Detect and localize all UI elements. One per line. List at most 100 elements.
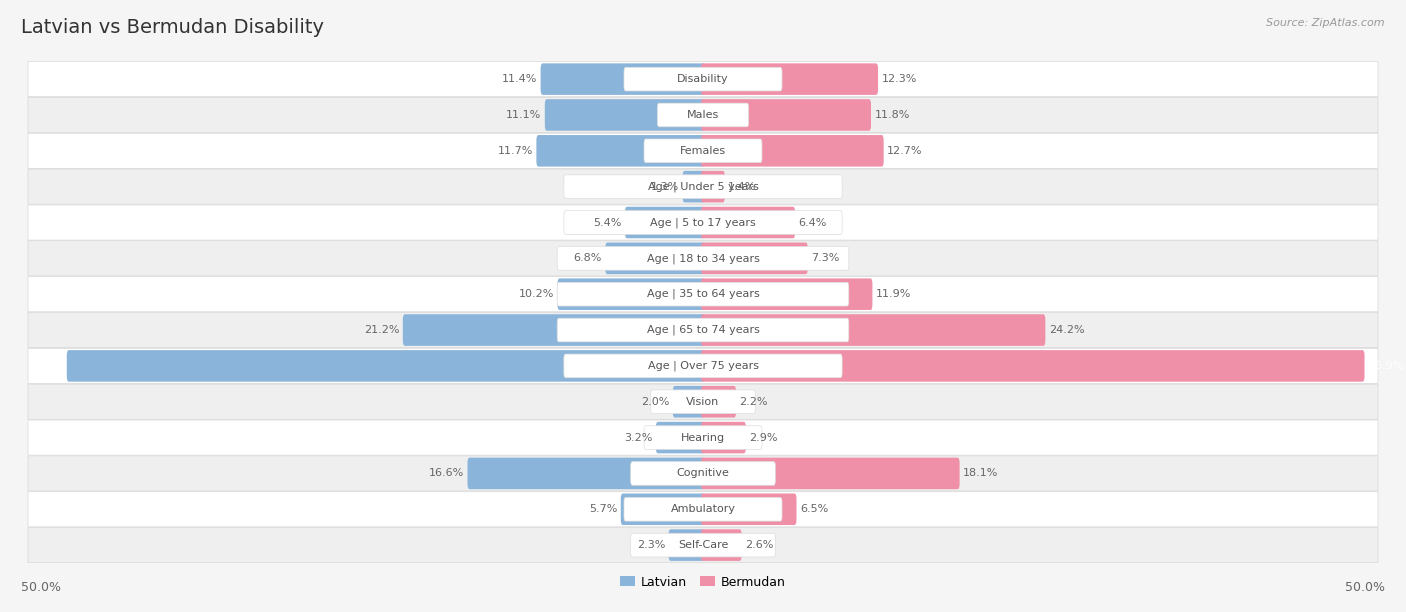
FancyBboxPatch shape xyxy=(28,420,1378,455)
Text: Disability: Disability xyxy=(678,74,728,84)
Text: 2.9%: 2.9% xyxy=(749,433,778,442)
Text: 12.7%: 12.7% xyxy=(887,146,922,156)
FancyBboxPatch shape xyxy=(540,64,706,95)
Text: 2.0%: 2.0% xyxy=(641,397,669,407)
Text: Age | 65 to 74 years: Age | 65 to 74 years xyxy=(647,325,759,335)
FancyBboxPatch shape xyxy=(700,278,872,310)
FancyBboxPatch shape xyxy=(404,315,706,346)
FancyBboxPatch shape xyxy=(700,207,796,238)
FancyBboxPatch shape xyxy=(28,384,1378,419)
Text: Source: ZipAtlas.com: Source: ZipAtlas.com xyxy=(1267,18,1385,28)
FancyBboxPatch shape xyxy=(558,278,706,310)
FancyBboxPatch shape xyxy=(28,133,1378,168)
Text: Age | 18 to 34 years: Age | 18 to 34 years xyxy=(647,253,759,264)
FancyBboxPatch shape xyxy=(28,456,1378,491)
Text: Age | Over 75 years: Age | Over 75 years xyxy=(648,360,758,371)
Text: Hearing: Hearing xyxy=(681,433,725,442)
FancyBboxPatch shape xyxy=(655,422,706,453)
Text: Ambulatory: Ambulatory xyxy=(671,504,735,514)
FancyBboxPatch shape xyxy=(467,458,706,489)
FancyBboxPatch shape xyxy=(28,205,1378,240)
FancyBboxPatch shape xyxy=(700,493,796,525)
FancyBboxPatch shape xyxy=(700,135,884,166)
FancyBboxPatch shape xyxy=(557,282,849,306)
Text: 11.9%: 11.9% xyxy=(876,289,911,299)
Text: Age | 5 to 17 years: Age | 5 to 17 years xyxy=(650,217,756,228)
Text: 3.2%: 3.2% xyxy=(624,433,652,442)
FancyBboxPatch shape xyxy=(621,493,706,525)
Text: 11.1%: 11.1% xyxy=(506,110,541,120)
FancyBboxPatch shape xyxy=(28,528,1378,562)
Text: Age | Under 5 years: Age | Under 5 years xyxy=(648,181,758,192)
FancyBboxPatch shape xyxy=(700,529,742,561)
Text: 21.2%: 21.2% xyxy=(364,325,399,335)
Text: Age | 35 to 64 years: Age | 35 to 64 years xyxy=(647,289,759,299)
Text: 45.1%: 45.1% xyxy=(28,361,63,371)
FancyBboxPatch shape xyxy=(669,529,706,561)
FancyBboxPatch shape xyxy=(557,318,849,342)
Text: Cognitive: Cognitive xyxy=(676,468,730,479)
Text: Latvian vs Bermudan Disability: Latvian vs Bermudan Disability xyxy=(21,18,325,37)
Text: Self-Care: Self-Care xyxy=(678,540,728,550)
FancyBboxPatch shape xyxy=(700,386,737,417)
Text: 2.2%: 2.2% xyxy=(740,397,768,407)
Text: 50.0%: 50.0% xyxy=(1346,581,1385,594)
FancyBboxPatch shape xyxy=(700,171,725,203)
FancyBboxPatch shape xyxy=(28,241,1378,276)
Text: 5.7%: 5.7% xyxy=(589,504,617,514)
Text: 16.6%: 16.6% xyxy=(429,468,464,479)
FancyBboxPatch shape xyxy=(700,64,877,95)
FancyBboxPatch shape xyxy=(28,169,1378,204)
FancyBboxPatch shape xyxy=(28,97,1378,133)
FancyBboxPatch shape xyxy=(557,247,849,270)
Text: 1.3%: 1.3% xyxy=(651,182,679,192)
FancyBboxPatch shape xyxy=(624,67,782,91)
Legend: Latvian, Bermudan: Latvian, Bermudan xyxy=(614,570,792,594)
FancyBboxPatch shape xyxy=(700,458,960,489)
FancyBboxPatch shape xyxy=(644,139,762,163)
FancyBboxPatch shape xyxy=(700,350,1365,382)
FancyBboxPatch shape xyxy=(564,175,842,198)
FancyBboxPatch shape xyxy=(606,242,706,274)
Text: 7.3%: 7.3% xyxy=(811,253,839,263)
Text: 6.4%: 6.4% xyxy=(799,217,827,228)
Text: 2.6%: 2.6% xyxy=(745,540,773,550)
FancyBboxPatch shape xyxy=(28,348,1378,384)
Text: 12.3%: 12.3% xyxy=(882,74,917,84)
FancyBboxPatch shape xyxy=(631,533,775,557)
FancyBboxPatch shape xyxy=(28,491,1378,527)
FancyBboxPatch shape xyxy=(683,171,706,203)
FancyBboxPatch shape xyxy=(28,313,1378,348)
Text: Vision: Vision xyxy=(686,397,720,407)
FancyBboxPatch shape xyxy=(624,498,782,521)
FancyBboxPatch shape xyxy=(546,99,706,131)
FancyBboxPatch shape xyxy=(672,386,706,417)
FancyBboxPatch shape xyxy=(564,211,842,234)
Text: Females: Females xyxy=(681,146,725,156)
Text: 46.9%: 46.9% xyxy=(1368,361,1403,371)
FancyBboxPatch shape xyxy=(700,99,872,131)
FancyBboxPatch shape xyxy=(700,315,1046,346)
FancyBboxPatch shape xyxy=(651,390,755,414)
FancyBboxPatch shape xyxy=(700,422,747,453)
Text: 6.8%: 6.8% xyxy=(574,253,602,263)
Text: 5.4%: 5.4% xyxy=(593,217,621,228)
Text: 24.2%: 24.2% xyxy=(1049,325,1084,335)
Text: 6.5%: 6.5% xyxy=(800,504,828,514)
FancyBboxPatch shape xyxy=(28,277,1378,312)
FancyBboxPatch shape xyxy=(28,62,1378,97)
Text: 11.4%: 11.4% xyxy=(502,74,537,84)
Text: 50.0%: 50.0% xyxy=(21,581,60,594)
Text: 10.2%: 10.2% xyxy=(519,289,554,299)
FancyBboxPatch shape xyxy=(564,354,842,378)
FancyBboxPatch shape xyxy=(537,135,706,166)
FancyBboxPatch shape xyxy=(631,461,775,485)
Text: Males: Males xyxy=(688,110,718,120)
FancyBboxPatch shape xyxy=(66,350,704,382)
FancyBboxPatch shape xyxy=(644,426,762,449)
Text: 2.3%: 2.3% xyxy=(637,540,665,550)
FancyBboxPatch shape xyxy=(658,103,748,127)
Text: 1.4%: 1.4% xyxy=(728,182,756,192)
Text: 18.1%: 18.1% xyxy=(963,468,998,479)
Text: 11.8%: 11.8% xyxy=(875,110,910,120)
